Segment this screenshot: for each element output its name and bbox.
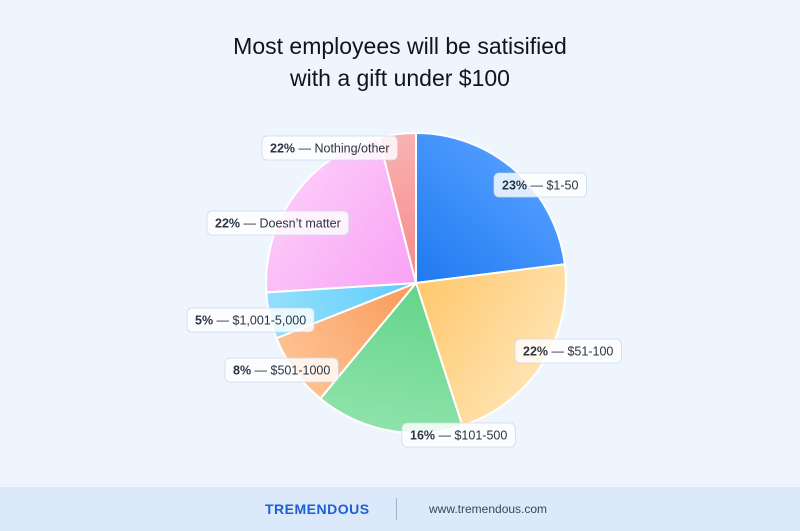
svg-text:22% — Doesn’t matter: 22% — Doesn’t matter — [215, 217, 341, 231]
svg-text:8% — $501-1000: 8% — $501-1000 — [233, 364, 330, 378]
chart-title: Most employees will be satisified with a… — [0, 30, 800, 94]
slice-label-text: — $101-500 — [435, 429, 507, 443]
label-pill-bg — [206, 210, 350, 236]
slice-label-text: — $501-1000 — [251, 364, 330, 378]
slice-percent: 8% — [233, 364, 251, 378]
slice-label-text: — Doesn’t matter — [240, 217, 341, 231]
slice-percent: 22% — [270, 142, 295, 156]
slice-label-7: 22% — Nothing/other — [261, 135, 398, 161]
slice-label-5: 5% — $1,001-5,000 — [186, 307, 315, 333]
pie-chart: 23% — $1-50 22% — $51-100 16% — $101-500 8%… — [186, 132, 622, 448]
footer-divider — [396, 498, 397, 520]
slice-percent: 22% — [215, 217, 240, 231]
chart-title-line-2: with a gift under $100 — [290, 65, 510, 91]
label-pill-bg — [493, 172, 587, 198]
slice-percent: 23% — [502, 179, 527, 193]
label-pill-bg — [261, 135, 398, 161]
slice-label-text: — $1-50 — [527, 179, 578, 193]
slice-label-4: 8% — $501-1000 — [224, 357, 339, 383]
slice-label-3: 16% — $101-500 — [401, 422, 516, 448]
slice-label-text: — Nothing/other — [295, 142, 390, 156]
svg-text:16% — $101-500: 16% — $101-500 — [410, 429, 507, 443]
label-pill-bg — [514, 338, 622, 364]
slice-label-1: 23% — $1-50 — [493, 172, 587, 198]
svg-text:5% — $1,001-5,000: 5% — $1,001-5,000 — [195, 314, 306, 328]
label-pill-bg — [401, 422, 516, 448]
pie-slice-1 — [415, 132, 566, 284]
label-pill-bg — [224, 357, 339, 383]
footer: TREMENDOUS www.tremendous.com — [0, 487, 800, 531]
chart-title-line-1: Most employees will be satisified — [233, 33, 567, 59]
slice-label-text: — $1,001-5,000 — [213, 314, 306, 328]
slice-label-6: 22% — Doesn’t matter — [206, 210, 350, 236]
svg-text:22% — $51-100: 22% — $51-100 — [523, 345, 613, 359]
svg-text:23% — $1-50: 23% — $1-50 — [502, 179, 578, 193]
slice-percent: 16% — [410, 429, 435, 443]
pie-labels: 23% — $1-50 22% — $51-100 16% — $101-500 8%… — [186, 135, 622, 448]
slice-label-2: 22% — $51-100 — [514, 338, 622, 364]
brand-logo[interactable]: TREMENDOUS — [265, 501, 370, 517]
svg-text:22% — Nothing/other: 22% — Nothing/other — [270, 142, 390, 156]
footer-url[interactable]: www.tremendous.com — [429, 502, 548, 516]
slice-percent: 5% — [195, 314, 213, 328]
slice-percent: 22% — [523, 345, 548, 359]
label-pill-bg — [186, 307, 315, 333]
slice-label-text: — $51-100 — [548, 345, 613, 359]
